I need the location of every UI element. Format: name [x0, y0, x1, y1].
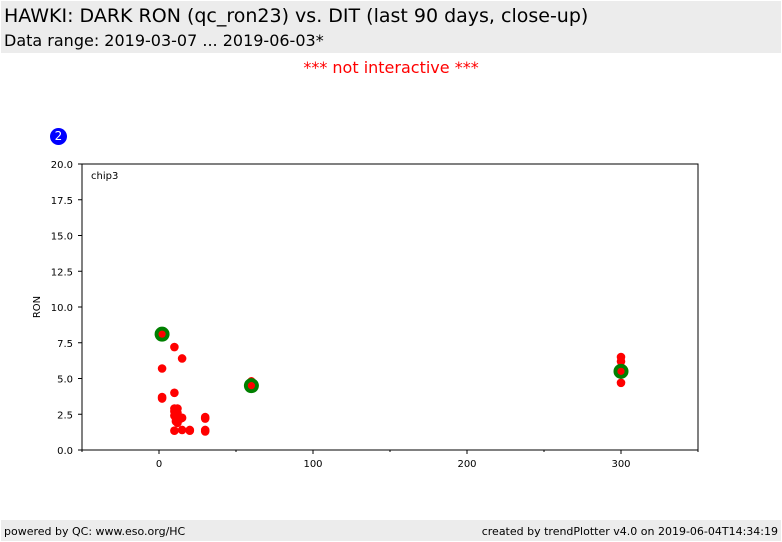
- y-tick-label: 12.5: [51, 267, 73, 278]
- page-title: HAWKI: DARK RON (qc_ron23) vs. DIT (last…: [4, 5, 589, 27]
- footer-bar: powered by QC: www.eso.org/HC created by…: [1, 520, 781, 541]
- median-point-center: [247, 382, 255, 390]
- plot-number-badge: 2: [50, 128, 67, 145]
- data-point: [177, 354, 187, 363]
- x-tick-label: 0: [156, 459, 162, 470]
- data-point: [157, 364, 167, 373]
- data-point: [170, 388, 179, 398]
- data-point: [170, 342, 179, 352]
- data-range-subtitle: Data range: 2019-03-07 ... 2019-06-03*: [4, 31, 324, 50]
- y-tick-label: 5.0: [57, 375, 73, 386]
- data-point: [157, 394, 167, 403]
- x-tick-label: 300: [611, 459, 630, 470]
- data-point: [616, 378, 626, 388]
- y-tick-label: 7.5: [57, 339, 73, 350]
- data-point: [200, 414, 210, 423]
- data-point: [173, 418, 182, 428]
- y-tick-label: 20.0: [51, 160, 73, 171]
- data-point: [177, 425, 187, 435]
- header-bar: HAWKI: DARK RON (qc_ron23) vs. DIT (last…: [1, 1, 781, 53]
- y-tick-label: 15.0: [51, 232, 73, 243]
- chart-marks: [154, 326, 629, 436]
- y-tick-label: 0.0: [57, 446, 73, 457]
- chart-axes: 0.0 2.5 5.0 7.5 10.0 12.5 15.0 17.5 20.0 0 100 200 3…: [51, 160, 699, 470]
- data-point: [170, 426, 179, 435]
- x-tick-label: 100: [303, 459, 322, 470]
- y-tick-label: 2.5: [57, 410, 73, 421]
- not-interactive-notice: *** not interactive ***: [303, 58, 479, 77]
- x-tick-label: 200: [457, 459, 476, 470]
- median-point-center: [617, 367, 625, 375]
- median-point-center: [158, 330, 166, 338]
- y-axis-label: RON: [32, 296, 43, 318]
- y-tick-label: 10.0: [51, 303, 73, 314]
- data-point: [200, 427, 210, 436]
- data-point: [185, 426, 195, 435]
- powered-by-text: powered by QC: www.eso.org/HC: [4, 525, 186, 538]
- created-by-text: created by trendPlotter v4.0 on 2019-06-…: [481, 525, 778, 538]
- y-tick-label: 17.5: [51, 196, 73, 207]
- panel-label-chip3: chip3: [91, 171, 118, 182]
